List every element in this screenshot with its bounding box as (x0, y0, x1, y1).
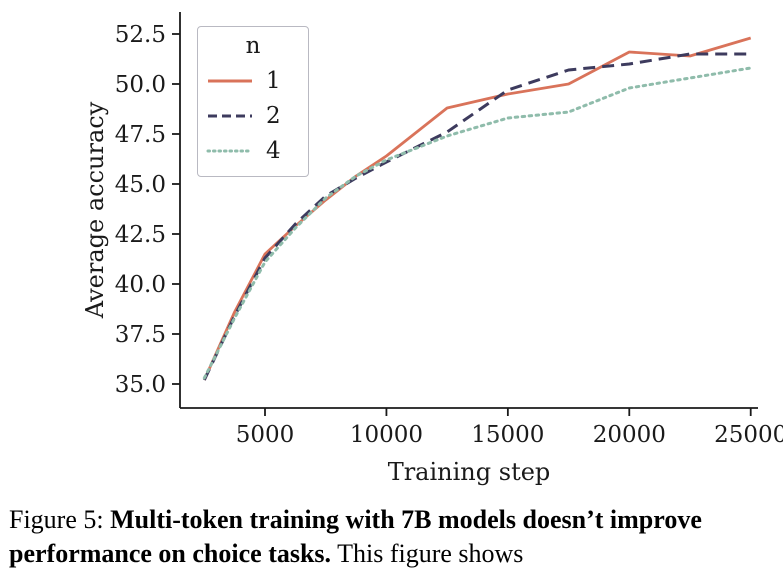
x-tick-label: 10000 (350, 422, 423, 448)
y-tick-label: 50.0 (115, 72, 166, 98)
x-tick-label: 25000 (714, 422, 783, 448)
legend-entries: 1 2 4 (206, 63, 300, 168)
line-chart: 5000 10000 15000 20000 25000 35.0 37.5 40.0 42.5… (81, 12, 783, 486)
chart-canvas: 5000 10000 15000 20000 25000 35.0 37.5 40.0 42.5… (81, 12, 783, 486)
y-axis-label: Average accuracy (81, 101, 109, 319)
caption-rest: This figure shows (331, 539, 524, 569)
x-tick-label: 20000 (593, 422, 666, 448)
chart-legend: n 1 2 4 (197, 26, 309, 177)
series-line-2 (202, 52, 751, 381)
legend-title: n (245, 33, 261, 59)
y-tick-label: 45.0 (115, 172, 166, 198)
y-tick-label: 40.0 (115, 272, 166, 298)
legend-entry-4: 4 (206, 133, 300, 168)
series-line-1 (203, 36, 752, 381)
y-tick-label: 42.5 (115, 222, 166, 248)
caption-prefix: Figure 5: (9, 505, 111, 534)
legend-label: 4 (266, 137, 281, 164)
legend-entry-2: 2 (206, 98, 300, 133)
caption-bold: Multi-token training with 7B models does… (9, 505, 702, 569)
legend-line-sample-dotted (206, 147, 254, 155)
legend-line-sample-solid (206, 77, 254, 85)
legend-line-sample-dashed (206, 112, 254, 120)
legend-entry-1: 1 (206, 63, 300, 98)
x-tick-label: 5000 (236, 422, 295, 448)
y-tick-label: 37.5 (115, 322, 166, 348)
x-tick-label: 15000 (471, 422, 544, 448)
legend-label: 2 (266, 102, 281, 129)
y-tick-label: 35.0 (115, 372, 166, 398)
y-tick-label: 47.5 (115, 122, 166, 148)
y-tick-label: 52.5 (115, 22, 166, 48)
legend-label: 1 (266, 67, 281, 94)
series-line-4 (202, 66, 753, 380)
figure-caption: Figure 5: Multi-token training with 7B m… (9, 503, 779, 572)
x-axis-label: Training step (388, 458, 551, 486)
